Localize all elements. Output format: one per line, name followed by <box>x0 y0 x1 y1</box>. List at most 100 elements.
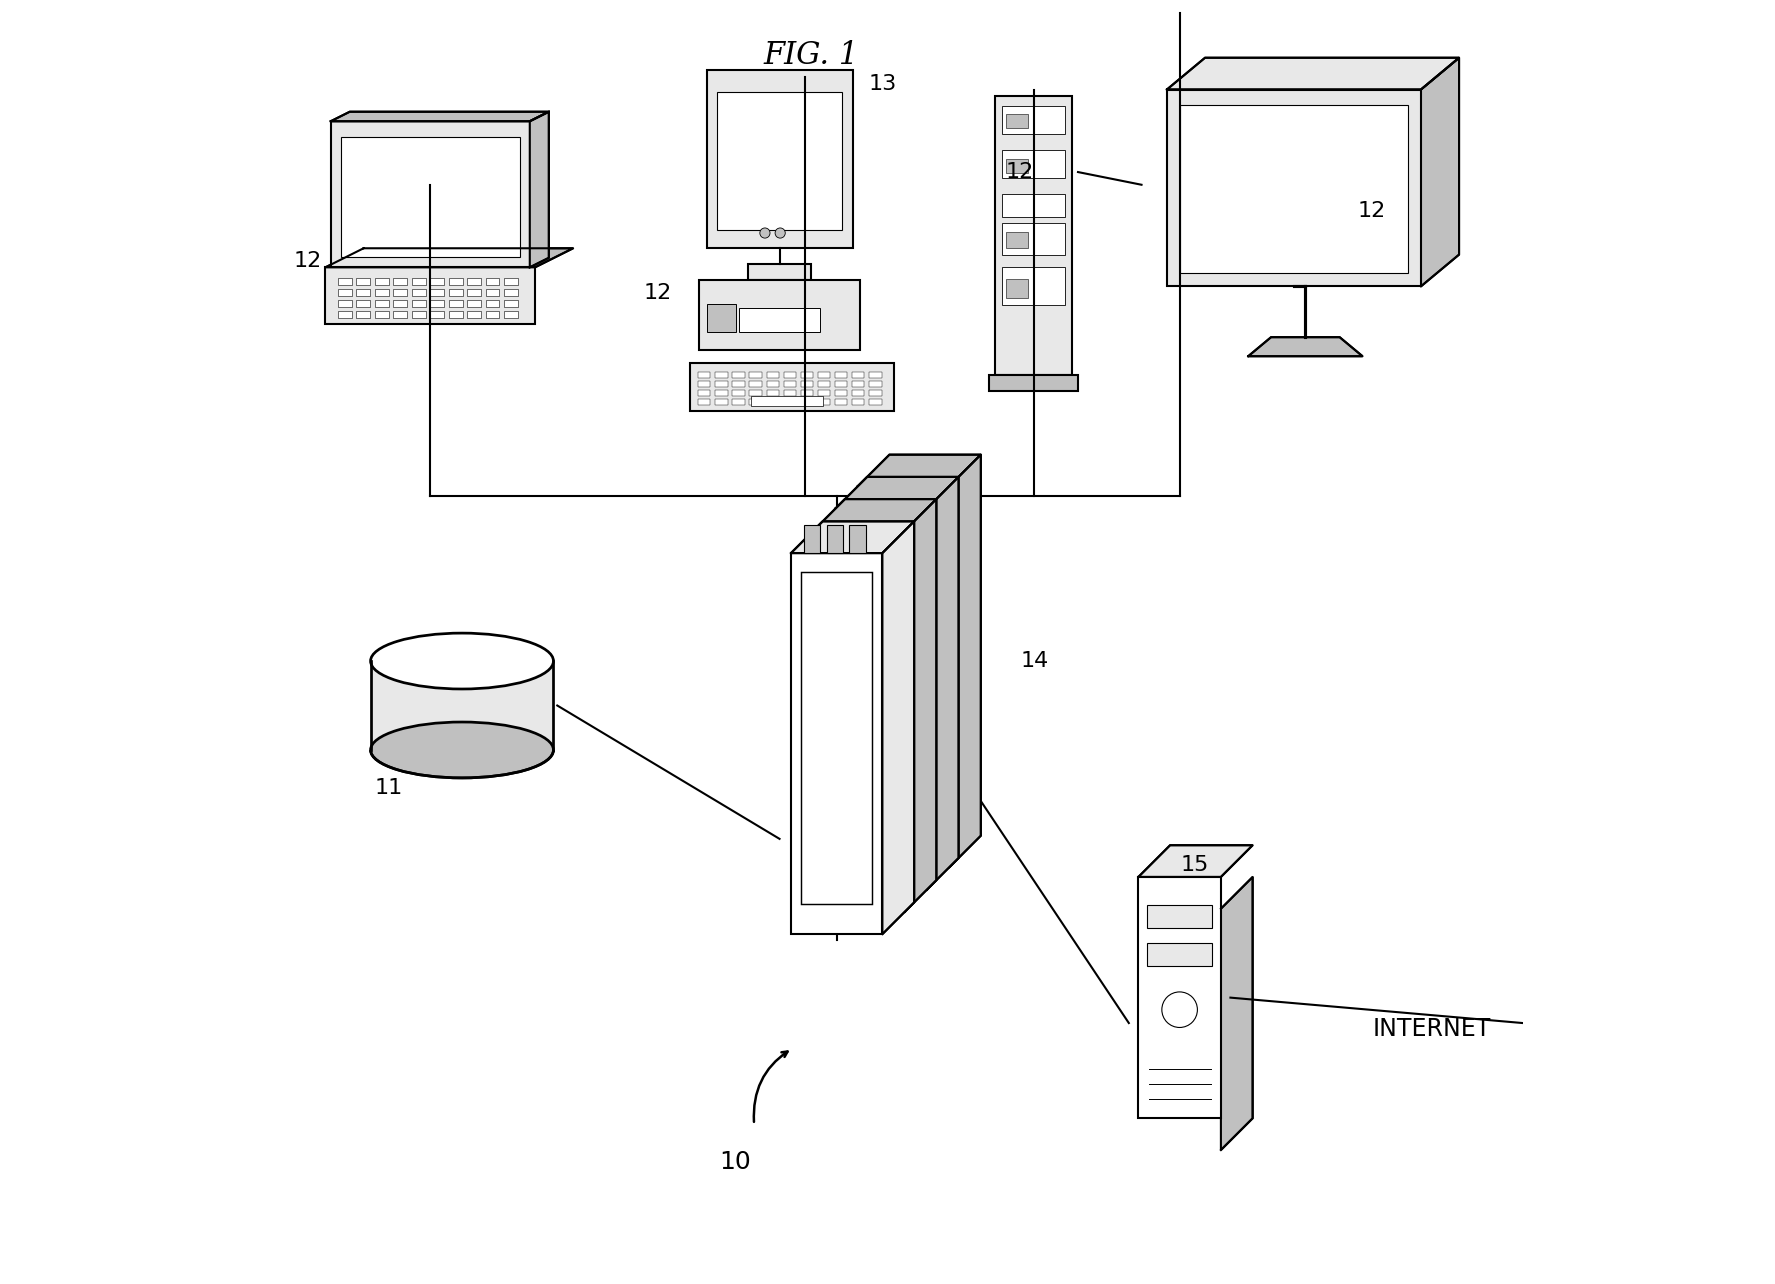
Polygon shape <box>1422 58 1459 286</box>
Bar <box>394 289 406 295</box>
Bar <box>1147 942 1212 966</box>
Polygon shape <box>857 455 982 487</box>
Bar <box>1180 105 1408 272</box>
Polygon shape <box>882 521 914 935</box>
Bar <box>818 390 831 395</box>
Bar <box>371 661 554 750</box>
Bar <box>337 299 351 307</box>
Bar <box>698 371 710 377</box>
Bar <box>870 399 882 404</box>
Bar <box>996 96 1072 375</box>
Bar <box>486 289 499 295</box>
Bar <box>749 381 761 386</box>
Bar <box>785 371 795 377</box>
Bar <box>504 311 518 317</box>
Polygon shape <box>325 248 573 267</box>
Bar <box>1006 279 1028 298</box>
Bar <box>804 525 820 553</box>
Ellipse shape <box>371 722 554 778</box>
Bar <box>699 280 859 349</box>
Bar <box>698 399 710 404</box>
Bar <box>430 311 444 317</box>
Bar <box>749 371 761 377</box>
Bar <box>430 289 444 295</box>
Bar <box>827 525 843 553</box>
Polygon shape <box>1166 58 1459 90</box>
Bar <box>698 390 710 395</box>
Text: 13: 13 <box>868 73 896 94</box>
Circle shape <box>776 229 785 238</box>
Bar <box>698 381 710 386</box>
Bar <box>1001 194 1065 217</box>
Polygon shape <box>1248 338 1363 356</box>
Bar <box>394 277 406 285</box>
Bar <box>357 311 371 317</box>
Bar <box>785 390 795 395</box>
Bar <box>715 399 728 404</box>
Bar <box>690 362 895 411</box>
Bar <box>337 289 351 295</box>
Bar <box>767 399 779 404</box>
Bar <box>767 371 779 377</box>
Bar <box>449 277 463 285</box>
Bar <box>801 381 813 386</box>
Bar <box>486 311 499 317</box>
Bar <box>813 530 905 912</box>
Text: 12: 12 <box>643 282 671 303</box>
Bar <box>504 289 518 295</box>
Bar <box>357 299 371 307</box>
Polygon shape <box>330 112 548 121</box>
Bar <box>467 277 481 285</box>
Bar <box>412 277 426 285</box>
Text: 11: 11 <box>375 778 403 799</box>
Bar <box>357 289 371 295</box>
Bar <box>836 508 927 890</box>
Text: 10: 10 <box>719 1150 751 1174</box>
Bar <box>749 390 761 395</box>
Bar <box>504 299 518 307</box>
Bar <box>430 277 444 285</box>
Bar <box>834 390 847 395</box>
Bar <box>1001 223 1065 254</box>
Bar <box>375 311 389 317</box>
Bar <box>1006 114 1028 128</box>
Bar <box>818 399 831 404</box>
Bar <box>717 91 843 231</box>
Bar <box>330 121 529 267</box>
Bar <box>715 381 728 386</box>
Bar <box>818 381 831 386</box>
Bar <box>337 311 351 317</box>
Bar <box>375 299 389 307</box>
Polygon shape <box>529 112 548 267</box>
Bar <box>1147 905 1212 928</box>
Bar <box>467 289 481 295</box>
Bar <box>430 299 444 307</box>
Polygon shape <box>1221 877 1253 1150</box>
Bar <box>375 277 389 285</box>
Bar <box>749 399 761 404</box>
Ellipse shape <box>371 633 554 690</box>
Polygon shape <box>792 521 914 553</box>
Text: INTERNET: INTERNET <box>1372 1017 1491 1041</box>
Bar <box>341 137 520 257</box>
Bar <box>834 371 847 377</box>
Bar <box>792 553 882 935</box>
Bar <box>325 267 534 325</box>
Bar <box>1138 877 1221 1118</box>
Polygon shape <box>813 499 937 530</box>
Bar <box>747 263 811 280</box>
Text: FIG. 1: FIG. 1 <box>763 40 859 71</box>
Bar <box>801 399 813 404</box>
Bar <box>486 299 499 307</box>
Text: 15: 15 <box>1180 855 1209 874</box>
Bar <box>1166 90 1422 286</box>
Bar <box>989 375 1077 390</box>
Bar <box>870 381 882 386</box>
Bar <box>870 390 882 395</box>
Bar <box>733 371 746 377</box>
Bar <box>767 381 779 386</box>
Bar <box>357 277 371 285</box>
Bar <box>740 308 820 333</box>
Bar <box>1001 267 1065 306</box>
Bar <box>801 371 813 377</box>
